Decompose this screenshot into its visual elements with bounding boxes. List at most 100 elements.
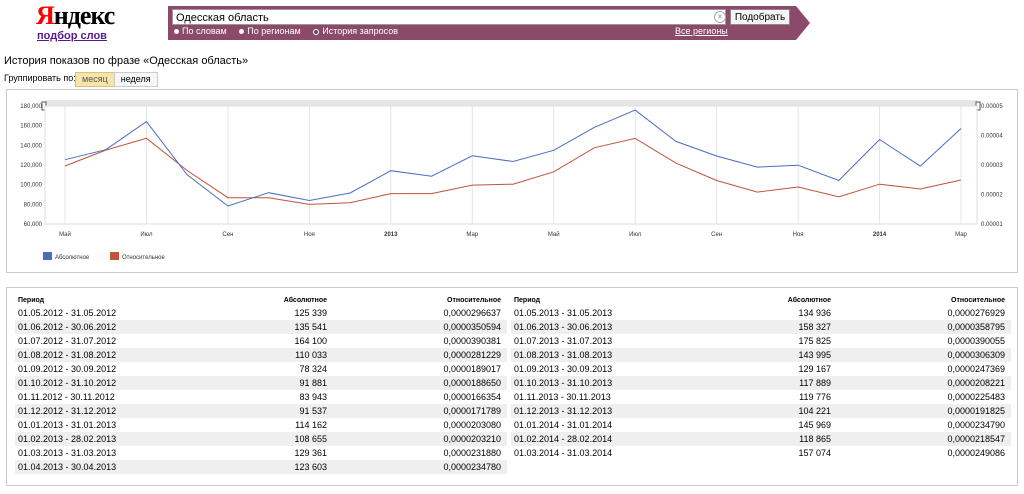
header-relative: Относительное bbox=[951, 297, 1005, 304]
series-absolute-line bbox=[64, 109, 962, 207]
table-row: 01.09.2013 - 30.09.2013 129 167 0,00002473… bbox=[511, 362, 1011, 376]
cell-period: 01.08.2012 - 31.08.2012 bbox=[18, 350, 117, 360]
mode-label: По регионам bbox=[247, 26, 301, 36]
x-tick-label: Ноя bbox=[304, 232, 315, 238]
cell-period: 01.04.2013 - 30.04.2013 bbox=[18, 462, 117, 472]
cell-absolute: 135 541 bbox=[294, 322, 327, 332]
cell-relative: 0,0000188650 bbox=[443, 378, 501, 388]
header-absolute: Абсолютное bbox=[787, 297, 831, 304]
cell-period: 01.01.2014 - 31.01.2014 bbox=[514, 420, 613, 430]
cell-relative: 0,0000191825 bbox=[947, 406, 1005, 416]
x-tick-label: Мар bbox=[466, 232, 478, 238]
mode-selector: По словам По регионам История запросов bbox=[174, 26, 408, 36]
table-row: 01.08.2013 - 31.08.2013 143 995 0,00003063… bbox=[511, 348, 1011, 362]
header-period: Период bbox=[18, 297, 45, 304]
cell-relative: 0,0000390055 bbox=[947, 336, 1005, 346]
cell-relative: 0,0000249086 bbox=[947, 448, 1005, 458]
table-header: Период Абсолютное Относительное bbox=[15, 296, 507, 306]
table-row: 01.01.2013 - 31.01.2013 114 162 0,00002030… bbox=[15, 418, 507, 432]
cell-relative: 0,0000225483 bbox=[947, 392, 1005, 402]
subtitle-link[interactable]: подбор слов bbox=[37, 30, 107, 42]
cell-period: 01.10.2013 - 31.10.2013 bbox=[514, 378, 613, 388]
group-month-button[interactable]: месяц bbox=[75, 72, 115, 87]
history-table: Период Абсолютное Относительное 01.05.2012 … bbox=[6, 287, 1018, 486]
cell-relative: 0,0000296637 bbox=[443, 308, 501, 318]
cell-relative: 0,0000218547 bbox=[947, 434, 1005, 444]
y-left-tick-label: 60,000 bbox=[24, 222, 43, 228]
cell-absolute: 83 943 bbox=[299, 392, 327, 402]
header-period: Период bbox=[514, 297, 541, 304]
table-row: 01.02.2014 - 28.02.2014 118 865 0,00002185… bbox=[511, 432, 1011, 446]
x-tick-label: Мар bbox=[955, 232, 967, 238]
mode-regions[interactable]: По регионам bbox=[239, 26, 301, 36]
y-left-tick-label: 180,000 bbox=[20, 104, 42, 110]
cell-relative: 0,0000231880 bbox=[443, 448, 501, 458]
cell-absolute: 158 327 bbox=[798, 322, 831, 332]
mode-label: История запросов bbox=[322, 26, 399, 36]
table-row: 01.06.2013 - 30.06.2013 158 327 0,00003587… bbox=[511, 320, 1011, 334]
y-left-tick-label: 80,000 bbox=[24, 202, 43, 208]
y-right-tick-label: 0.00005 bbox=[981, 104, 1003, 110]
group-toggle: месяц неделя bbox=[75, 72, 158, 87]
cell-period: 01.05.2012 - 31.05.2012 bbox=[18, 308, 117, 318]
table-right: Период Абсолютное Относительное 01.05.2013 … bbox=[511, 296, 1011, 460]
table-row: 01.10.2013 - 31.10.2013 117 889 0,00002082… bbox=[511, 376, 1011, 390]
brand-text: Яндекс bbox=[36, 1, 115, 30]
cell-relative: 0,0000234790 bbox=[947, 420, 1005, 430]
x-tick-label: Июл bbox=[140, 232, 153, 238]
cell-absolute: 157 074 bbox=[798, 448, 831, 458]
cell-period: 01.05.2013 - 31.05.2013 bbox=[514, 308, 613, 318]
cell-period: 01.02.2014 - 28.02.2014 bbox=[514, 434, 613, 444]
cell-absolute: 78 324 bbox=[299, 364, 327, 374]
cell-absolute: 125 339 bbox=[294, 308, 327, 318]
cell-absolute: 108 655 bbox=[294, 434, 327, 444]
cell-relative: 0,0000247369 bbox=[947, 364, 1005, 374]
table-row: 01.10.2012 - 31.10.2012 91 881 0,000018865… bbox=[15, 376, 507, 390]
table-row: 01.01.2014 - 31.01.2014 145 969 0,00002347… bbox=[511, 418, 1011, 432]
y-left-tick-label: 140,000 bbox=[20, 143, 42, 149]
scroll-strip bbox=[45, 100, 977, 106]
table-header: Период Абсолютное Относительное bbox=[511, 296, 1011, 306]
cell-period: 01.01.2013 - 31.01.2013 bbox=[18, 420, 117, 430]
cell-period: 01.02.2013 - 28.02.2013 bbox=[18, 434, 117, 444]
cell-relative: 0,0000358795 bbox=[947, 322, 1005, 332]
clear-icon[interactable]: × bbox=[714, 11, 726, 23]
chart-panel: 180,000 160,000 140,000 120,000 100,000 80,00… bbox=[6, 89, 1018, 273]
mode-words[interactable]: По словам bbox=[174, 26, 227, 36]
submit-button[interactable]: Подобрать bbox=[730, 9, 790, 25]
x-tick-label: Май bbox=[59, 231, 71, 238]
cell-period: 01.10.2012 - 31.10.2012 bbox=[18, 378, 117, 388]
search-input[interactable]: Одесская область bbox=[172, 9, 726, 25]
header-absolute: Абсолютное bbox=[283, 297, 327, 304]
group-week-button[interactable]: неделя bbox=[113, 72, 158, 87]
legend-swatch-absolute bbox=[43, 252, 52, 260]
cell-relative: 0,0000189017 bbox=[443, 364, 501, 374]
cell-period: 01.12.2013 - 31.12.2013 bbox=[514, 406, 613, 416]
history-chart: 180,000 160,000 140,000 120,000 100,000 80,00… bbox=[20, 100, 1003, 261]
series-relative-line bbox=[64, 137, 962, 205]
table-row: 01.07.2013 - 31.07.2013 175 825 0,00003900… bbox=[511, 334, 1011, 348]
x-tick-label: Май bbox=[548, 231, 560, 238]
cell-absolute: 110 033 bbox=[295, 350, 327, 360]
cell-absolute: 143 995 bbox=[798, 350, 831, 360]
mode-history[interactable]: История запросов bbox=[313, 26, 398, 36]
table-row: 01.04.2013 - 30.04.2013 123 603 0,00002347… bbox=[15, 460, 507, 474]
radio-selected-icon bbox=[313, 28, 320, 35]
all-regions-link[interactable]: Все регионы bbox=[675, 26, 728, 36]
yandex-logo[interactable]: Яндекс подбор слов bbox=[36, 1, 115, 43]
cell-period: 01.06.2012 - 30.06.2012 bbox=[18, 322, 117, 332]
cell-relative: 0,0000171789 bbox=[443, 406, 501, 416]
cell-absolute: 129 361 bbox=[294, 448, 327, 458]
cell-relative: 0,0000203210 bbox=[443, 434, 501, 444]
table-row: 01.03.2013 - 31.03.2013 129 361 0,00002318… bbox=[15, 446, 507, 460]
cell-absolute: 118 865 bbox=[799, 434, 831, 444]
cell-period: 01.09.2012 - 30.09.2012 bbox=[18, 364, 117, 374]
cell-absolute: 91 537 bbox=[299, 406, 327, 416]
table-row: 01.03.2014 - 31.03.2014 157 074 0,00002490… bbox=[511, 446, 1011, 460]
x-tick-label: Сен bbox=[711, 232, 722, 238]
x-tick-label: Ноя bbox=[793, 232, 804, 238]
x-tick-label: 2013 bbox=[384, 232, 398, 238]
table-left: Период Абсолютное Относительное 01.05.2012 … bbox=[15, 296, 507, 474]
cell-relative: 0,0000203080 bbox=[443, 420, 501, 430]
table-row: 01.09.2012 - 30.09.2012 78 324 0,000018901… bbox=[15, 362, 507, 376]
